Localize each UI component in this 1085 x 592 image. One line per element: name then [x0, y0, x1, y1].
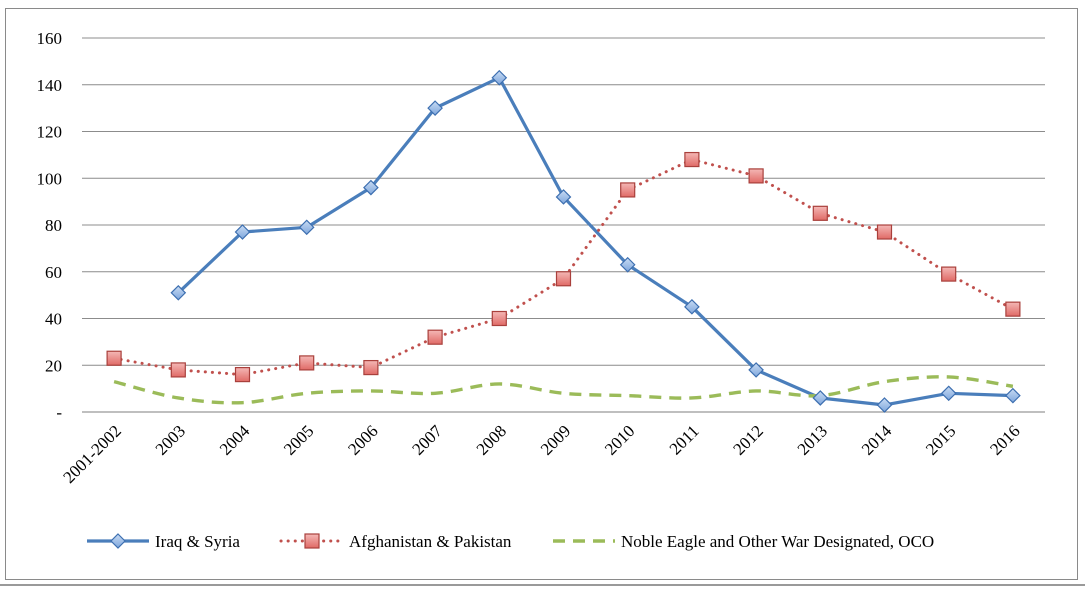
- x-tick-label: 2007: [408, 421, 446, 459]
- data-point: [427, 329, 443, 345]
- data-point: [941, 266, 957, 282]
- x-tick-label: 2005: [280, 421, 317, 458]
- data-point: [170, 284, 187, 301]
- x-tick-label: 2011: [666, 421, 703, 458]
- y-tick-label: 40: [45, 310, 62, 329]
- data-point: [555, 271, 572, 287]
- data-point: [234, 224, 251, 240]
- x-tick-label: 2008: [473, 421, 510, 458]
- y-tick-label: 20: [45, 356, 62, 375]
- x-tick-label: 2013: [794, 421, 831, 458]
- data-point: [876, 397, 893, 413]
- data-point: [876, 224, 893, 240]
- x-tick-label: 2004: [216, 421, 254, 459]
- x-tick-label: 2014: [858, 421, 896, 459]
- legend-label: Iraq & Syria: [155, 532, 240, 551]
- data-point: [1005, 387, 1021, 404]
- x-tick-label: 2001-2002: [59, 421, 125, 487]
- data-point: [363, 359, 379, 376]
- legend-marker: [110, 533, 126, 549]
- data-point: [748, 362, 764, 378]
- y-tick-label: -: [56, 403, 62, 422]
- legend-label: Noble Eagle and Other War Designated, OC…: [621, 532, 934, 551]
- legend-label: Afghanistan & Pakistan: [349, 532, 512, 551]
- y-tick-label: 140: [37, 76, 63, 95]
- x-tick-label: 2016: [986, 421, 1023, 458]
- data-point: [555, 189, 572, 205]
- data-point: [620, 182, 636, 198]
- x-tick-label: 2015: [922, 421, 959, 458]
- y-tick-label: 60: [45, 263, 62, 282]
- y-tick-label: 80: [45, 216, 62, 235]
- legend-marker: [304, 533, 320, 549]
- y-tick-label: 160: [37, 29, 63, 48]
- data-point: [812, 390, 829, 406]
- data-point: [298, 219, 315, 236]
- data-point: [491, 310, 507, 327]
- data-point: [363, 179, 379, 196]
- x-tick-label: 2009: [537, 421, 574, 458]
- data-point: [491, 69, 508, 86]
- bottom-divider: [0, 584, 1085, 586]
- series-line-2: [112, 158, 1015, 377]
- data-point: [299, 355, 315, 371]
- x-tick-label: 2010: [601, 421, 638, 458]
- data-point: [427, 100, 443, 116]
- data-point: [684, 298, 700, 315]
- data-point: [812, 205, 828, 221]
- data-point: [748, 168, 764, 184]
- x-tick-label: 2003: [152, 421, 189, 458]
- data-point: [170, 362, 186, 378]
- series-line-1: [176, 76, 1015, 407]
- data-point: [940, 385, 957, 402]
- data-point: [619, 256, 636, 273]
- y-tick-label: 120: [37, 123, 63, 142]
- x-tick-label: 2012: [729, 421, 766, 458]
- data-point: [684, 151, 700, 168]
- data-point: [1005, 301, 1021, 317]
- series-line-3: [113, 375, 1014, 405]
- data-point: [106, 350, 122, 366]
- data-point: [234, 367, 251, 383]
- x-tick-label: 2006: [344, 421, 381, 458]
- y-tick-label: 100: [37, 169, 63, 188]
